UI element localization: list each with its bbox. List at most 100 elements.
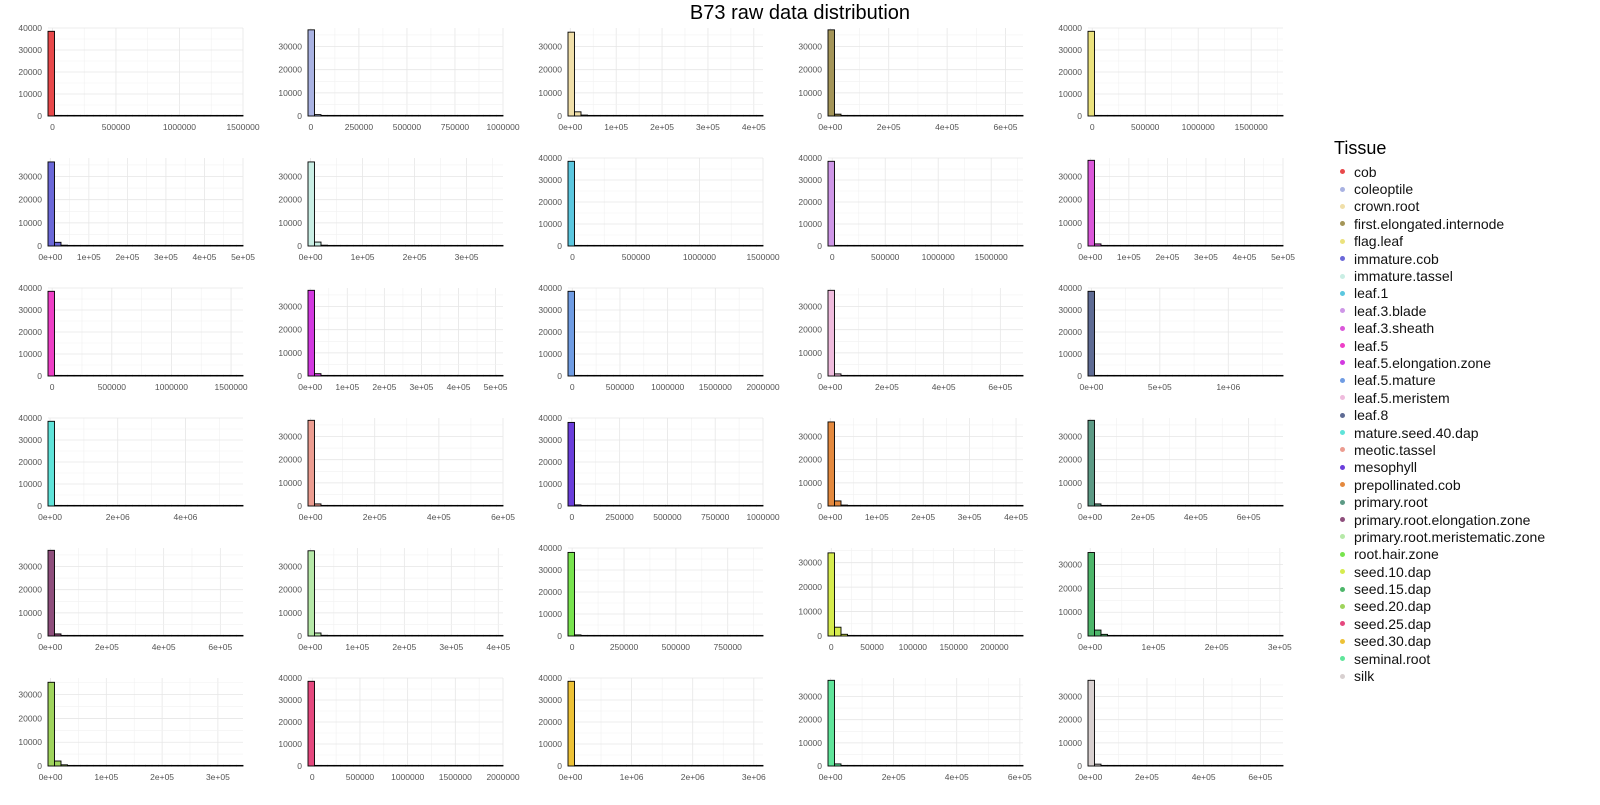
panel-primary-root-bar	[1191, 504, 1199, 507]
legend-label: leaf.3.blade	[1354, 302, 1427, 319]
panel-primary-root-meristematic-zone-bar	[333, 634, 341, 637]
panel-seed-30-dap-bar	[710, 764, 718, 767]
panel-leaf-8-y-tick-label: 0	[1077, 371, 1082, 381]
panel-leaf-5-meristem-bar	[964, 374, 972, 377]
panel-immature-cob-bar	[177, 244, 185, 247]
panel-seminal-root-bar	[827, 679, 835, 767]
panel-silk-bar	[1094, 763, 1102, 767]
panel-leaf-1-bar	[587, 244, 595, 247]
panel-immature-tassel-bar	[444, 244, 452, 247]
panel-flag-leaf-bar	[1269, 114, 1277, 117]
panel-primary-root-elongation-zone-bar	[47, 549, 55, 637]
panel-leaf-5-bar	[60, 374, 68, 377]
panel-seed-15-dap-bar	[1120, 634, 1128, 637]
panel-silk-bar	[1211, 764, 1219, 767]
panel-primary-root-elongation-zone-bar	[197, 634, 205, 637]
legend-swatch	[1340, 482, 1345, 488]
panel-primary-root-y-tick-label: 10000	[1058, 478, 1082, 488]
panel-primary-root-bar	[1107, 504, 1115, 507]
panel-primary-root-elongation-zone-x-tick-label: 4e+05	[152, 642, 176, 652]
panel-leaf-3-sheath-bar	[1120, 244, 1128, 247]
panel-seed-15-dap-bar	[1185, 634, 1193, 637]
panel-leaf-5-bar	[47, 290, 55, 377]
panel-seminal-root-y-tick-label: 20000	[798, 715, 822, 725]
panel-cob: 0 500000 1000000 1500000 0 10000 20000 30000 400…	[18, 23, 259, 132]
panel-leaf-1-bar	[736, 244, 744, 247]
panel-first-elongated-internode-bar	[983, 114, 991, 117]
panel-mature-seed-40-dap-y-tick-label: 0	[37, 501, 42, 511]
panel-seed-30-dap-y-tick-label: 30000	[538, 695, 562, 705]
panel-seed-15-dap-bar	[1263, 634, 1271, 637]
panel-primary-root-bar	[1094, 503, 1102, 507]
panel-immature-cob-bar	[223, 244, 231, 247]
panel-primary-root-bar	[1113, 504, 1121, 507]
panel-primary-root-elongation-zone-bar	[93, 634, 101, 637]
panel-first-elongated-internode-bar	[918, 114, 926, 117]
panel-seminal-root-x-tick-label: 2e+05	[882, 772, 906, 782]
panel-immature-cob-bar	[158, 244, 166, 247]
legend-item: flag.leaf	[1334, 233, 1594, 250]
panel-silk-x-tick-label: 0e+00	[1078, 772, 1102, 782]
panel-first-elongated-internode-bar	[1003, 114, 1011, 117]
panel-leaf-5-bar	[67, 374, 75, 377]
panel-leaf-5-elongation-zone-bar	[398, 374, 406, 377]
panel-first-elongated-internode-x-tick-label: 6e+05	[994, 122, 1018, 132]
panel-crown-root-x-tick-label: 0e+00	[558, 122, 582, 132]
panel-seed-25-dap-bar	[385, 764, 393, 767]
panel-flag-leaf-x-tick-label: 1500000	[1235, 122, 1268, 132]
panel-seed-30-dap-bar	[717, 764, 725, 767]
panel-leaf-3-sheath-y-tick-label: 10000	[1058, 218, 1082, 228]
panel-seed-15-dap-bar	[1191, 634, 1199, 637]
panel-primary-root-elongation-zone-bar	[145, 634, 153, 637]
panel-immature-cob-bar	[132, 244, 140, 247]
panel-leaf-5-mature-bar	[743, 374, 751, 377]
panel-seed-15-dap-bar	[1146, 634, 1154, 637]
panel-immature-tassel-x-tick-label: 0e+00	[299, 252, 323, 262]
panel-seed-15-dap-x-tick-label: 1e+05	[1141, 642, 1165, 652]
panel-seminal-root-bar	[957, 764, 965, 767]
panel-primary-root-meristematic-zone-bar	[405, 634, 413, 637]
panel-seminal-root-bar	[860, 764, 868, 767]
panel-prepollinated-cob-bar	[834, 500, 842, 507]
panel-prepollinated-cob-y-tick-label: 30000	[798, 432, 822, 442]
panel-leaf-5-bar	[151, 374, 159, 377]
panel-immature-cob-bar	[203, 244, 211, 247]
panel-leaf-5-bar	[203, 374, 211, 377]
panel-leaf-8-bar	[1230, 374, 1238, 377]
panel-primary-root-meristematic-zone-bar	[463, 634, 471, 637]
panel-immature-tassel-bar	[320, 244, 328, 247]
panel-leaf-3-sheath-x-tick-label: 2e+05	[1155, 252, 1179, 262]
panel-leaf-3-blade-bar	[957, 244, 965, 247]
panel-seed-10-dap-x-tick-label: 150000	[939, 642, 968, 652]
panel-seed-30-dap-bar	[684, 764, 692, 767]
panel-seed-20-dap-bar	[203, 764, 211, 767]
panel-coleoptile-bar	[444, 114, 452, 117]
panel-seed-25-dap-x-tick-label: 500000	[346, 772, 375, 782]
legend-title: Tissue	[1334, 138, 1387, 158]
panel-leaf-3-blade-bar	[1009, 244, 1017, 247]
panel-leaf-3-blade-bar	[964, 244, 972, 247]
panel-coleoptile-bar	[483, 114, 491, 117]
panel-coleoptile-bar	[431, 114, 439, 117]
panel-coleoptile-bar	[359, 114, 367, 117]
panel-leaf-5-y-tick-label: 20000	[18, 327, 42, 337]
panel-mature-seed-40-dap-x-tick-label: 2e+06	[106, 512, 130, 522]
panel-cob-bar	[236, 114, 244, 117]
panel-meotic-tassel-bar	[359, 504, 367, 507]
panel-first-elongated-internode-bar	[951, 114, 959, 117]
panel-primary-root-bar	[1250, 504, 1258, 507]
panel-primary-root-elongation-zone-x-tick-label: 0e+00	[38, 642, 62, 652]
legend-item: cob	[1334, 163, 1594, 180]
panel-mature-seed-40-dap-y-tick-label: 30000	[18, 435, 42, 445]
panel-first-elongated-internode-bar	[970, 114, 978, 117]
panel-immature-cob-bar	[236, 244, 244, 247]
panel-primary-root-elongation-zone-bar	[151, 634, 159, 637]
panel-mature-seed-40-dap-bar	[86, 504, 94, 507]
panel-cob-bar	[138, 114, 146, 117]
panel-prepollinated-cob-bar	[873, 504, 881, 507]
panel-leaf-1-bar	[730, 244, 738, 247]
panel-cob-x-tick-label: 0	[50, 122, 55, 132]
panel-immature-cob-bar	[138, 244, 146, 247]
legend-swatch	[1340, 273, 1345, 279]
panel-primary-root: 0e+00 2e+05 4e+05 6e+05 0 10000 20000 30000	[1058, 418, 1284, 522]
